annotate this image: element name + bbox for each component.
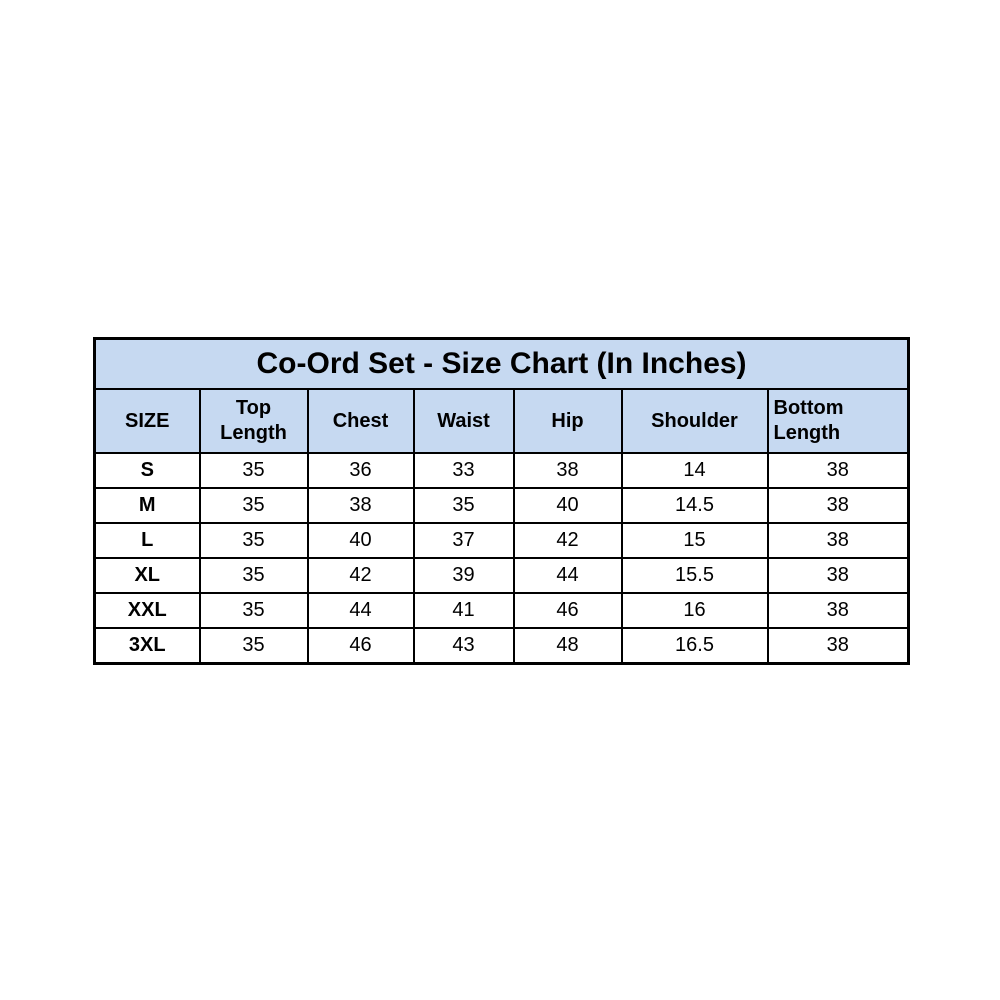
column-header-size: SIZE bbox=[93, 388, 201, 454]
cell-top-length: 35 bbox=[198, 487, 309, 524]
cell-shoulder: 14.5 bbox=[620, 487, 769, 524]
column-header-bottom-length: Bottom Length bbox=[766, 388, 910, 454]
size-label: XL bbox=[93, 557, 201, 594]
size-label: M bbox=[93, 487, 201, 524]
cell-waist: 35 bbox=[412, 487, 515, 524]
table-row-3xl: 3XL 35 46 43 48 16.5 38 bbox=[93, 627, 910, 665]
chart-title: Co-Ord Set - Size Chart (In Inches) bbox=[93, 337, 910, 390]
cell-chest: 46 bbox=[306, 627, 415, 665]
column-header-shoulder: Shoulder bbox=[620, 388, 769, 454]
table-row-xl: XL 35 42 39 44 15.5 38 bbox=[93, 557, 910, 594]
cell-hip: 42 bbox=[512, 522, 623, 559]
cell-chest: 36 bbox=[306, 452, 415, 489]
cell-bottom-length: 38 bbox=[766, 557, 910, 594]
column-header-top-length: Top Length bbox=[198, 388, 309, 454]
size-label: S bbox=[93, 452, 201, 489]
cell-waist: 33 bbox=[412, 452, 515, 489]
cell-top-length: 35 bbox=[198, 627, 309, 665]
cell-top-length: 35 bbox=[198, 592, 309, 629]
column-header-hip: Hip bbox=[512, 388, 623, 454]
cell-top-length: 35 bbox=[198, 557, 309, 594]
cell-shoulder: 14 bbox=[620, 452, 769, 489]
size-label: L bbox=[93, 522, 201, 559]
cell-chest: 44 bbox=[306, 592, 415, 629]
cell-shoulder: 16.5 bbox=[620, 627, 769, 665]
cell-waist: 43 bbox=[412, 627, 515, 665]
cell-top-length: 35 bbox=[198, 452, 309, 489]
cell-top-length: 35 bbox=[198, 522, 309, 559]
cell-chest: 42 bbox=[306, 557, 415, 594]
cell-hip: 38 bbox=[512, 452, 623, 489]
cell-hip: 48 bbox=[512, 627, 623, 665]
cell-waist: 39 bbox=[412, 557, 515, 594]
size-label: 3XL bbox=[93, 627, 201, 665]
cell-bottom-length: 38 bbox=[766, 627, 910, 665]
cell-bottom-length: 38 bbox=[766, 522, 910, 559]
cell-hip: 46 bbox=[512, 592, 623, 629]
title-row: Co-Ord Set - Size Chart (In Inches) bbox=[93, 337, 910, 390]
header-row: SIZE Top Length Chest Waist Hip Shoulder… bbox=[93, 388, 910, 454]
cell-bottom-length: 38 bbox=[766, 452, 910, 489]
table-row-l: L 35 40 37 42 15 38 bbox=[93, 522, 910, 559]
cell-bottom-length: 38 bbox=[766, 487, 910, 524]
column-header-waist: Waist bbox=[412, 388, 515, 454]
column-header-chest: Chest bbox=[306, 388, 415, 454]
size-label: XXL bbox=[93, 592, 201, 629]
cell-waist: 41 bbox=[412, 592, 515, 629]
cell-hip: 40 bbox=[512, 487, 623, 524]
table-row-xxl: XXL 35 44 41 46 16 38 bbox=[93, 592, 910, 629]
size-chart-table: Co-Ord Set - Size Chart (In Inches) SIZE… bbox=[93, 337, 911, 665]
cell-hip: 44 bbox=[512, 557, 623, 594]
cell-shoulder: 15.5 bbox=[620, 557, 769, 594]
table-row-m: M 35 38 35 40 14.5 38 bbox=[93, 487, 910, 524]
cell-chest: 40 bbox=[306, 522, 415, 559]
cell-bottom-length: 38 bbox=[766, 592, 910, 629]
cell-waist: 37 bbox=[412, 522, 515, 559]
cell-shoulder: 15 bbox=[620, 522, 769, 559]
table-row-s: S 35 36 33 38 14 38 bbox=[93, 452, 910, 489]
cell-shoulder: 16 bbox=[620, 592, 769, 629]
cell-chest: 38 bbox=[306, 487, 415, 524]
